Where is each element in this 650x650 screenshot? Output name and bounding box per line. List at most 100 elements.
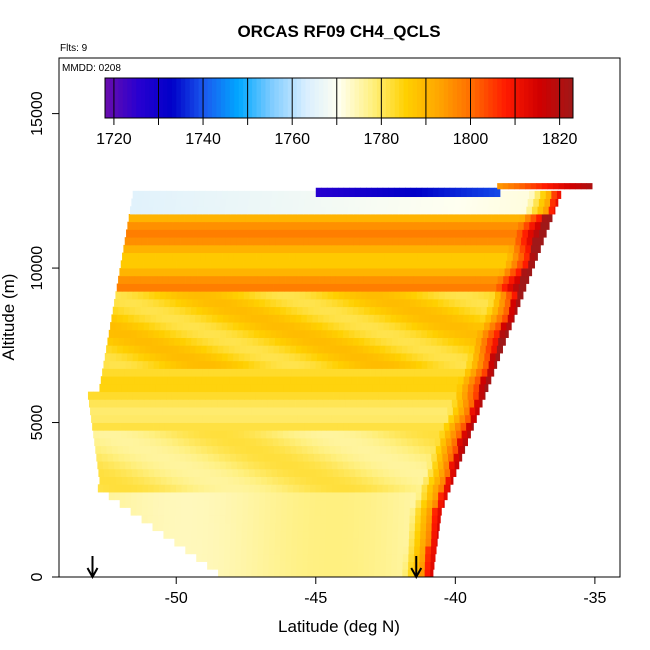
- colorbar-segment: [430, 78, 436, 118]
- colorbar-segment: [466, 78, 471, 118]
- colorbar-segment: [523, 78, 529, 118]
- colorbar-segment: [225, 78, 231, 118]
- colorbar-segment: [136, 78, 142, 118]
- colorbar-segment: [269, 78, 275, 118]
- colorbar-segment: [318, 78, 324, 118]
- colorbar-segment: [559, 78, 565, 118]
- x-axis: -50 -45 -40 -35: [165, 577, 607, 607]
- colorbar-segment: [238, 78, 244, 118]
- colorbar-tick-label: 1720: [96, 131, 132, 148]
- colorbar-segment: [367, 78, 373, 118]
- colorbar-segment: [145, 78, 151, 118]
- colorbar-segment: [323, 78, 329, 118]
- latitude-arrows: [86, 556, 423, 580]
- colorbar-segment: [443, 78, 449, 118]
- colorbar-segment: [394, 78, 400, 118]
- colorbar-segment: [359, 78, 365, 118]
- colorbar-segment: [434, 78, 440, 118]
- x-axis-label: Latitude (deg N): [278, 617, 400, 636]
- colorbar-segment: [376, 78, 382, 118]
- colorbar-segment: [474, 78, 480, 118]
- colorbar-segment: [479, 78, 485, 118]
- colorbar-segment: [461, 78, 467, 118]
- colorbar-segment: [180, 78, 186, 118]
- colorbar-segment: [403, 78, 409, 118]
- colorbar-segment: [234, 78, 240, 118]
- colorbar-segment: [203, 78, 209, 118]
- colorbar-segment: [546, 78, 552, 118]
- colorbar-segment: [314, 78, 320, 118]
- colorbar-segment: [452, 78, 458, 118]
- colorbar-segment: [336, 78, 342, 118]
- colorbar-segment: [381, 78, 387, 118]
- colorbar-segment: [470, 78, 476, 118]
- colorbar-segment: [127, 78, 133, 118]
- colorbar-segment: [122, 78, 128, 118]
- colorbar-segment: [149, 78, 155, 118]
- chart-title: ORCAS RF09 CH4_QCLS: [237, 22, 440, 41]
- colorbar-segment: [189, 78, 195, 118]
- colorbar-segment: [118, 78, 124, 118]
- colorbar-segment: [350, 78, 356, 118]
- y-tick-label: 15000: [29, 91, 46, 136]
- colorbar-tick-label: 1780: [364, 131, 400, 148]
- colorbar-segment: [439, 78, 445, 118]
- colorbar-segment: [417, 78, 422, 118]
- colorbar-segment: [167, 78, 173, 118]
- colorbar-segment: [109, 78, 115, 118]
- colorbar-segment: [261, 78, 266, 118]
- colorbar-segment: [541, 78, 547, 118]
- colorbar-segment: [252, 78, 258, 118]
- colorbar-segment: [185, 78, 191, 118]
- colorbar-tick-label: 1760: [274, 131, 310, 148]
- colorbar-segment: [283, 78, 289, 118]
- colorbar-segment: [345, 78, 351, 118]
- colorbar-segment: [154, 78, 159, 118]
- colorbar-segment: [448, 78, 454, 118]
- colorbar-segment: [278, 78, 284, 118]
- colorbar-segment: [385, 78, 391, 118]
- colorbar-segment: [568, 78, 574, 118]
- colorbar-segment: [211, 78, 217, 118]
- colorbar-segment: [492, 78, 498, 118]
- mmdd-annotation: MMDD: 0208: [62, 63, 121, 74]
- colorbar-segment: [194, 78, 200, 118]
- colorbar-segment: [341, 78, 347, 118]
- colorbar-segment: [247, 78, 253, 118]
- colorbar-segment: [296, 78, 302, 118]
- colorbar-segment: [515, 78, 521, 118]
- colorbar-segment: [555, 78, 561, 118]
- x-tick-label: -40: [444, 590, 467, 607]
- colorbar-segment: [105, 78, 110, 118]
- colorbar-segment: [399, 78, 405, 118]
- y-tick-label: 5000: [29, 405, 46, 441]
- colorbar-segment: [229, 78, 235, 118]
- colorbar-segment: [501, 78, 507, 118]
- colorbar-segment: [220, 78, 226, 118]
- colorbar-segment: [532, 78, 538, 118]
- colorbar-segment: [363, 78, 369, 118]
- colorbar-tick-label: 1740: [185, 131, 221, 148]
- y-tick-label: 10000: [29, 246, 46, 291]
- colorbar-segment: [131, 78, 137, 118]
- colorbar: 1720 1740 1760 1780 1800 1820: [96, 77, 578, 148]
- colorbar-segment: [421, 78, 427, 118]
- colorbar-segment: [510, 78, 516, 118]
- colorbar-segment: [506, 78, 512, 118]
- x-tick-label: -45: [304, 590, 327, 607]
- colorbar-segment: [310, 78, 315, 118]
- colorbar-segment: [287, 78, 293, 118]
- colorbar-segment: [256, 78, 262, 118]
- colorbar-segment: [265, 78, 271, 118]
- plot-frame: [58, 57, 621, 578]
- colorbar-frame: [104, 77, 574, 119]
- y-axis: 0 5000 10000 15000: [29, 91, 59, 581]
- colorbar-segment: [564, 78, 570, 118]
- x-tick-label: -50: [165, 590, 188, 607]
- y-tick-label: 0: [29, 572, 46, 581]
- colorbar-segment: [216, 78, 222, 118]
- colorbar-segment: [113, 78, 119, 118]
- colorbar-segment: [519, 78, 525, 118]
- arrow-marker: [410, 556, 423, 580]
